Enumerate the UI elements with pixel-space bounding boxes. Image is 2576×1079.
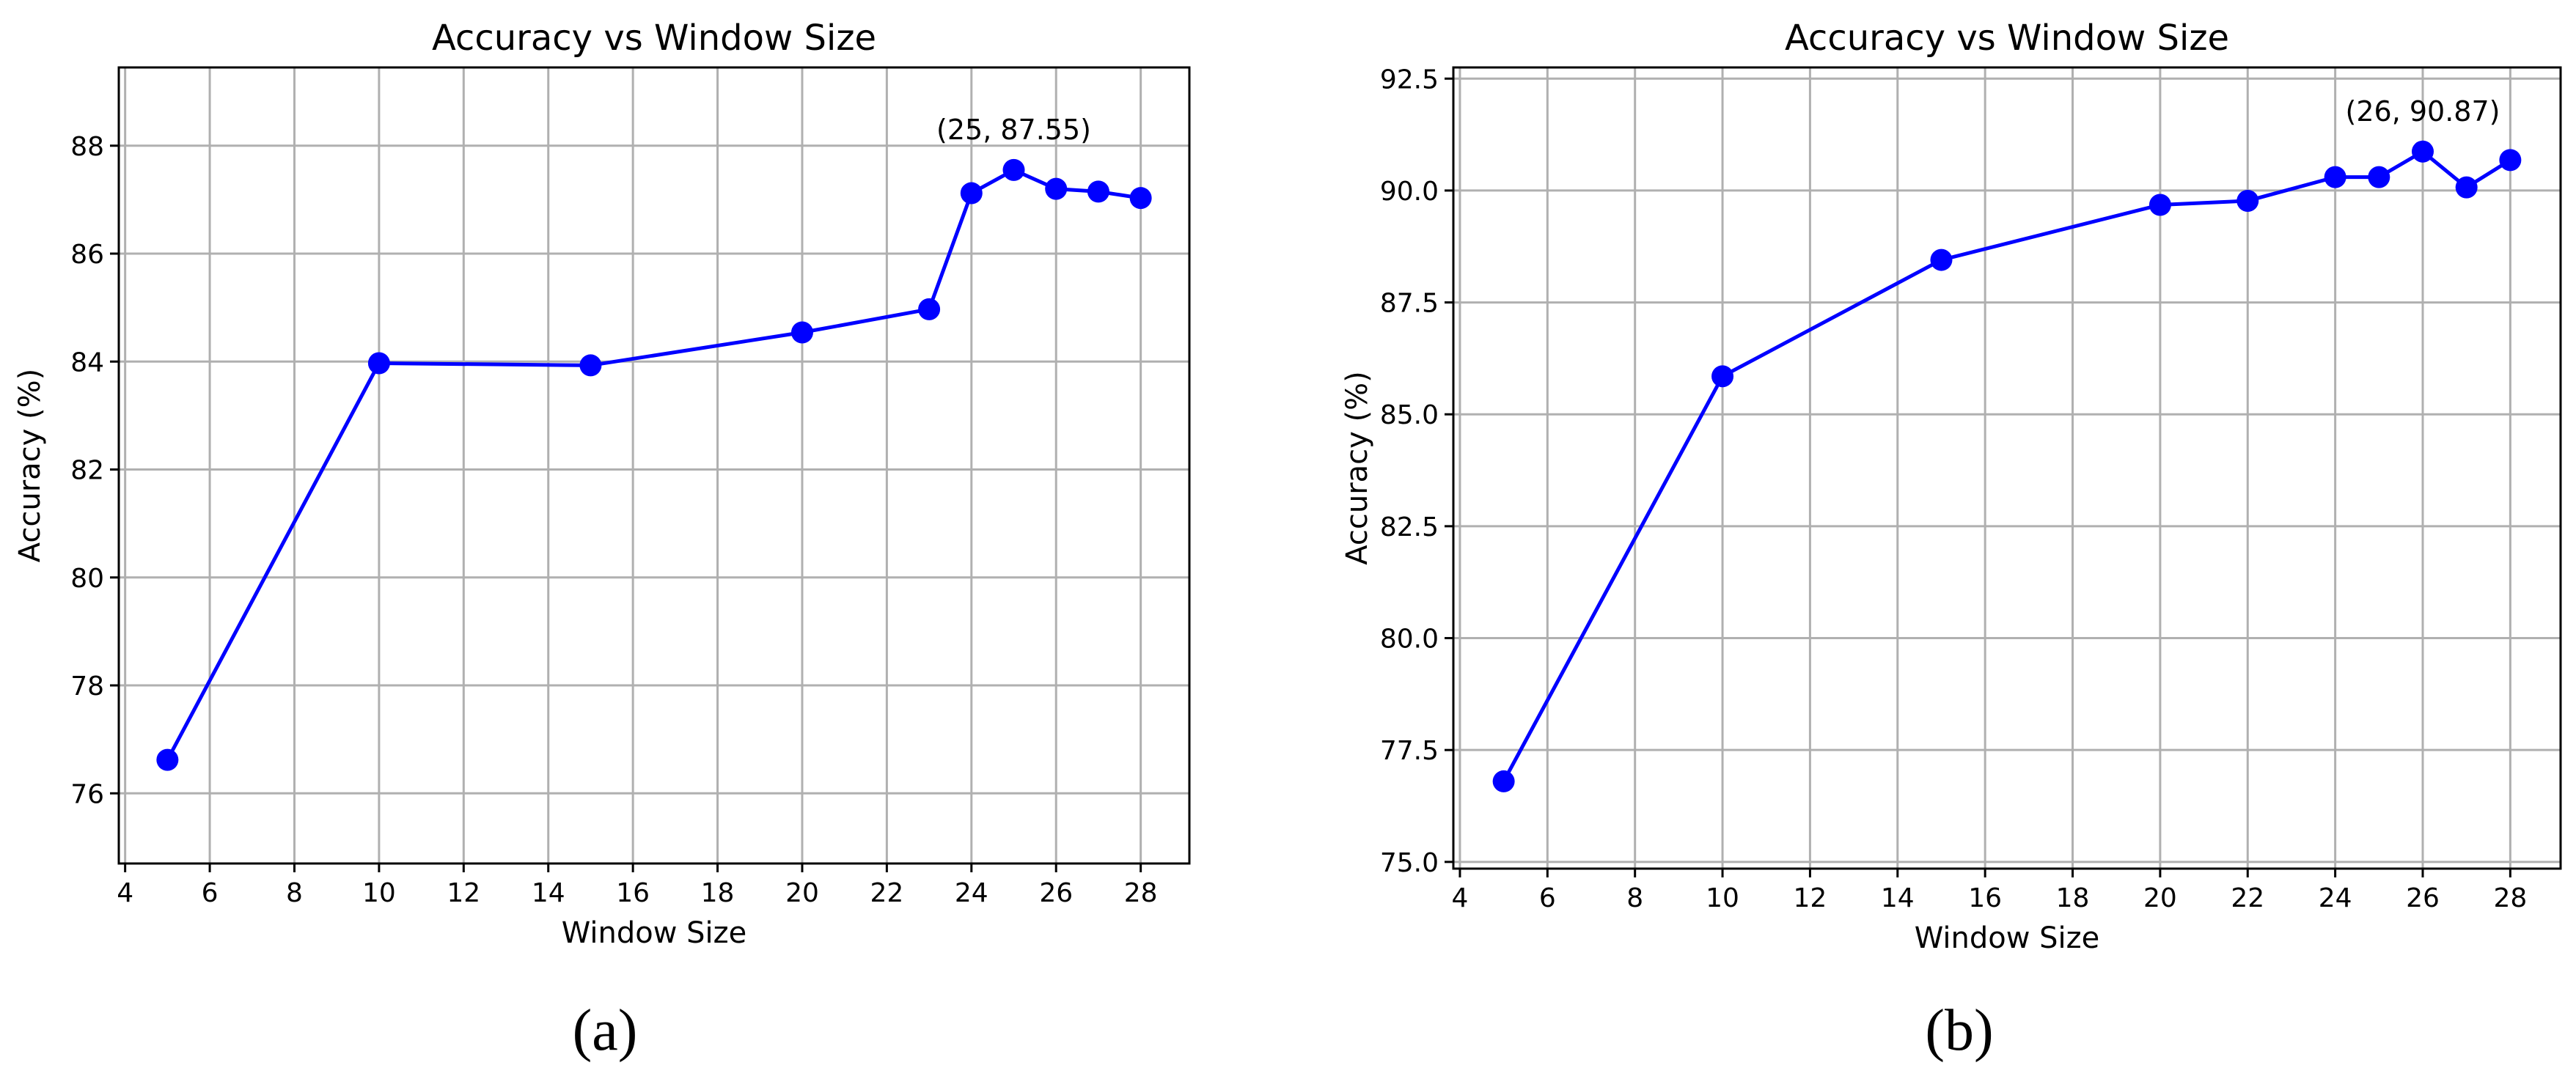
y-tick-label: 90.0 bbox=[1380, 177, 1439, 207]
x-tick-label: 16 bbox=[1968, 883, 2002, 913]
y-tick-label: 77.5 bbox=[1380, 736, 1439, 766]
x-axis-label: Window Size bbox=[1915, 921, 2100, 955]
x-tick-label: 14 bbox=[532, 878, 565, 908]
data-point bbox=[918, 298, 941, 320]
x-tick-label: 18 bbox=[2056, 883, 2090, 913]
plot-frame bbox=[1452, 66, 2562, 870]
x-tick-label: 16 bbox=[616, 878, 650, 908]
data-point bbox=[2499, 149, 2522, 172]
panel-caption: (b) bbox=[1925, 998, 1993, 1063]
x-tick-label: 20 bbox=[2143, 883, 2177, 913]
data-point bbox=[1087, 180, 1109, 203]
data-point bbox=[1930, 248, 1953, 271]
x-tick-label: 10 bbox=[1706, 883, 1739, 913]
y-tick-label: 75.0 bbox=[1380, 848, 1439, 878]
x-tick-label: 18 bbox=[701, 878, 735, 908]
data-point bbox=[790, 321, 813, 344]
x-tick-label: 12 bbox=[1794, 883, 1827, 913]
y-tick-label: 85.0 bbox=[1380, 400, 1439, 430]
x-tick-label: 12 bbox=[447, 878, 480, 908]
x-tick-label: 28 bbox=[2493, 883, 2527, 913]
data-point bbox=[156, 748, 179, 771]
data-point bbox=[2368, 166, 2390, 188]
x-tick-label: 22 bbox=[870, 878, 903, 908]
chart-panel-a: 4 6 8 10 12 14 16 18 20 22 24 26 28 76 78 80 82 84 86 88 Acc… bbox=[13, 18, 1191, 1063]
x-tick-label: 4 bbox=[117, 878, 133, 908]
x-tick-label: 24 bbox=[955, 878, 988, 908]
y-tick-label: 78 bbox=[70, 671, 104, 701]
x-tick-label: 8 bbox=[286, 878, 303, 908]
data-point bbox=[2411, 140, 2434, 163]
y-tick-label: 80.0 bbox=[1380, 625, 1439, 655]
x-tick-label: 24 bbox=[2319, 883, 2352, 913]
x-tick-label: 6 bbox=[1539, 883, 1556, 913]
data-point bbox=[2324, 166, 2346, 188]
y-tick-label: 86 bbox=[70, 240, 104, 270]
y-tick-label: 80 bbox=[70, 564, 104, 594]
data-point bbox=[1129, 187, 1152, 210]
x-tick-label: 28 bbox=[1124, 878, 1158, 908]
peak-annotation: (26, 90.87) bbox=[2346, 95, 2500, 128]
x-tick-label: 6 bbox=[202, 878, 219, 908]
data-point bbox=[1045, 177, 1068, 200]
y-tick-label: 92.5 bbox=[1380, 65, 1439, 95]
data-point bbox=[2455, 176, 2478, 199]
data-point bbox=[367, 352, 390, 375]
x-tick-label: 22 bbox=[2231, 883, 2264, 913]
y-tick-label: 84 bbox=[70, 347, 104, 378]
x-tick-label: 10 bbox=[362, 878, 396, 908]
x-tick-label: 26 bbox=[2406, 883, 2440, 913]
x-axis-label: Window Size bbox=[562, 916, 747, 950]
x-tick-label: 4 bbox=[1451, 883, 1468, 913]
y-tick-label: 76 bbox=[70, 779, 104, 809]
data-point bbox=[2148, 194, 2171, 216]
y-tick-label: 87.5 bbox=[1380, 289, 1439, 319]
plot-frame bbox=[117, 66, 1191, 865]
chart-title: Accuracy vs Window Size bbox=[432, 18, 876, 59]
series-line bbox=[1502, 149, 2511, 783]
series-line bbox=[166, 168, 1142, 761]
peak-annotation: (25, 87.55) bbox=[936, 114, 1091, 146]
y-axis-label: Accuracy (%) bbox=[13, 369, 47, 563]
y-tick-label: 88 bbox=[70, 132, 104, 162]
x-tick-label: 8 bbox=[1626, 883, 1643, 913]
data-point bbox=[2236, 189, 2259, 212]
y-axis-label: Accuracy (%) bbox=[1340, 371, 1374, 565]
data-point bbox=[1002, 158, 1025, 181]
y-tick-label: 82 bbox=[70, 456, 104, 486]
data-point bbox=[960, 182, 983, 205]
chart-title: Accuracy vs Window Size bbox=[1785, 18, 2229, 59]
y-tick-label: 82.5 bbox=[1380, 512, 1439, 542]
data-point bbox=[579, 354, 602, 377]
x-tick-label: 20 bbox=[785, 878, 819, 908]
x-tick-label: 26 bbox=[1039, 878, 1073, 908]
x-tick-label: 14 bbox=[1881, 883, 1915, 913]
chart-panel-b: 4 6 8 10 12 14 16 18 20 22 24 26 28 75.0 77.5 80.0 82.5 8… bbox=[1340, 18, 2562, 1063]
panel-caption: (a) bbox=[573, 998, 638, 1063]
data-point bbox=[1492, 770, 1515, 792]
data-point bbox=[1711, 365, 1734, 388]
